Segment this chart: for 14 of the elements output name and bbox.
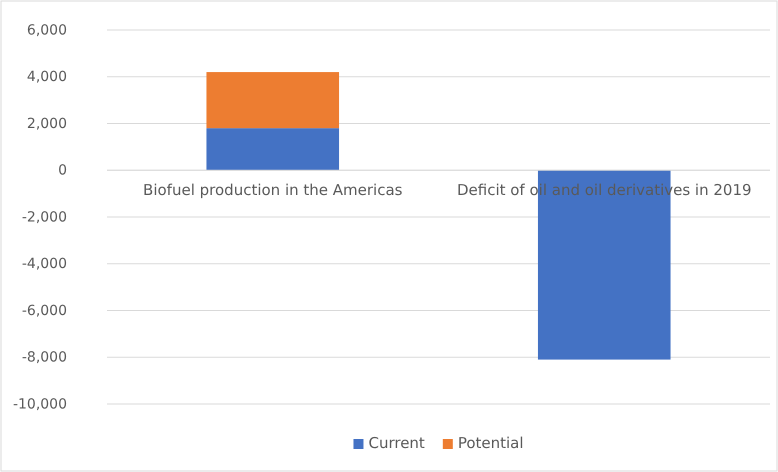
y-tick-label: -10,000	[12, 396, 67, 412]
bar	[206, 72, 340, 128]
y-tick-label: -8,000	[22, 350, 67, 366]
bar	[206, 128, 340, 170]
y-tick-label: 4,000	[26, 69, 67, 86]
x-tick-label: Biofuel production in the Americas	[143, 180, 403, 199]
y-tick-label: 0	[58, 162, 67, 179]
y-tick-label: 2,000	[26, 116, 67, 132]
legend-label: Current	[368, 434, 425, 452]
y-tick-label: -6,000	[22, 302, 67, 319]
y-tick-label: -2,000	[22, 209, 67, 226]
y-tick-label: -4,000	[22, 256, 67, 272]
legend-label: Potential	[458, 434, 524, 452]
y-tick-label: 6,000	[26, 22, 67, 38]
